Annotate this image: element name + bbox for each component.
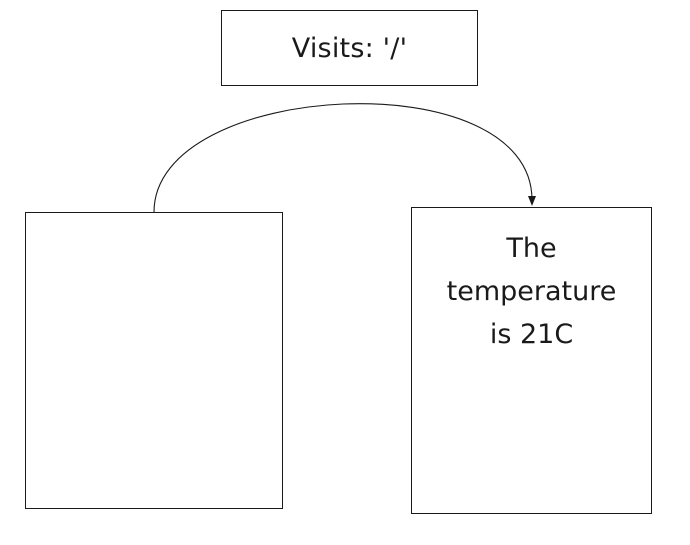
left-box [25,212,283,509]
temperature-line-1: The [506,233,557,264]
connector-arc [153,103,533,213]
arrowhead-icon [528,196,536,206]
temperature-line-2: temperature [446,276,617,307]
temperature-line-3: is 21C [489,319,574,350]
temperature-text: The temperature is 21C [412,227,651,356]
right-box: The temperature is 21C [411,207,652,514]
visits-box: Visits: '/' [221,10,478,86]
visits-label: Visits: '/' [291,32,408,64]
